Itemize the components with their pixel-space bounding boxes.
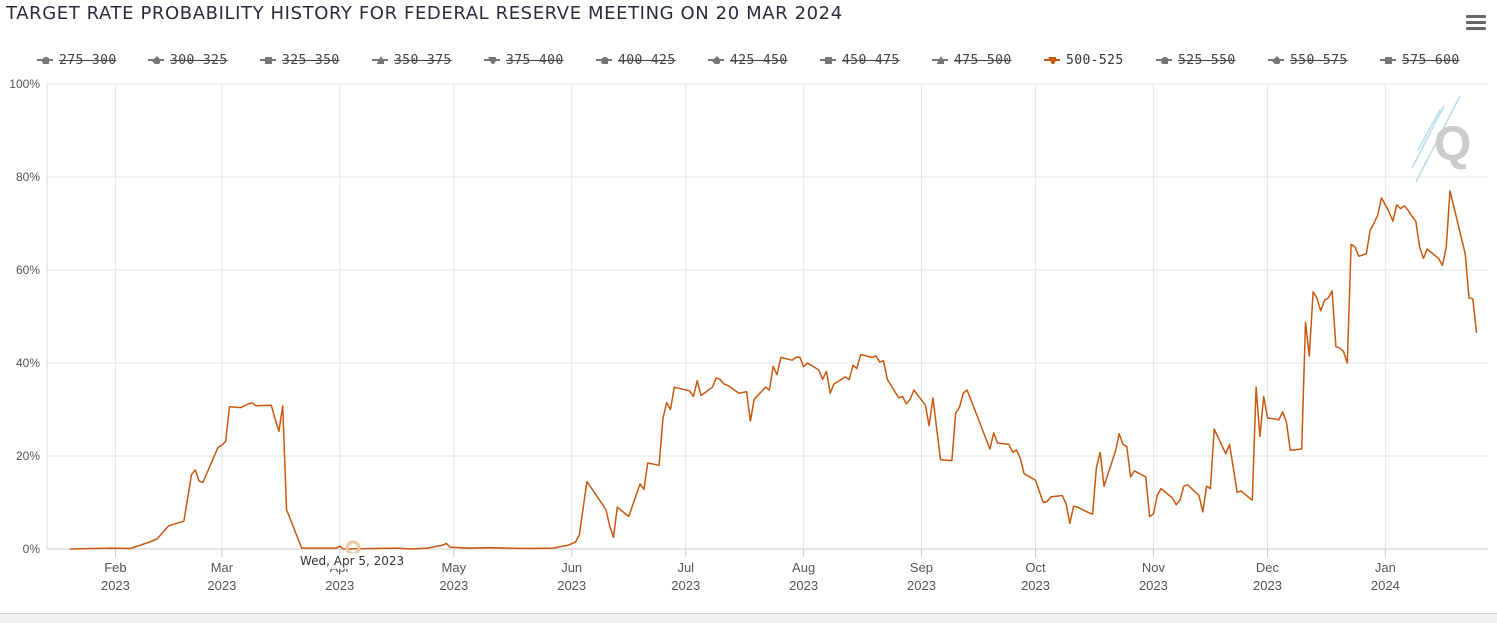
- diamond-marker-icon: [712, 56, 720, 64]
- y-tick-label: 80%: [16, 170, 40, 184]
- legend-label: 400-425: [618, 52, 676, 68]
- tooltip-date: Wed, Apr 5, 2023: [296, 553, 409, 569]
- x-tick-year: 2023: [1021, 578, 1050, 593]
- x-tick-month: Dec: [1256, 560, 1280, 575]
- legend-label: 425-450: [730, 52, 788, 68]
- svg-text:Q: Q: [1434, 118, 1471, 171]
- legend-label: 300-325: [170, 52, 228, 68]
- x-tick-year: 2023: [1253, 578, 1282, 593]
- x-tick-year: 2023: [789, 578, 818, 593]
- legend-item-300-325[interactable]: 300-325: [148, 49, 228, 71]
- legend-item-575-600[interactable]: 575-600: [1380, 49, 1460, 71]
- x-tick-year: 2023: [557, 578, 586, 593]
- x-tick-month: Jan: [1375, 560, 1396, 575]
- x-tick-month: Oct: [1025, 560, 1046, 575]
- legend-item-550-575[interactable]: 550-575: [1268, 49, 1348, 71]
- triangle-down-marker-icon: [1048, 57, 1056, 64]
- y-tick-label: 40%: [16, 356, 40, 370]
- legend-label: 450-475: [842, 52, 900, 68]
- legend-item-375-400[interactable]: 375-400: [484, 49, 564, 71]
- legend-label: 550-575: [1290, 52, 1348, 68]
- x-tick-month: Jun: [561, 560, 582, 575]
- q-logo-watermark: Q: [1411, 95, 1471, 183]
- circle-marker-icon: [42, 57, 49, 64]
- legend-item-450-475[interactable]: 450-475: [820, 49, 900, 71]
- x-tick-month: Aug: [792, 560, 815, 575]
- series-line-500-525[interactable]: [69, 190, 1478, 550]
- x-tick-year: 2023: [325, 578, 354, 593]
- legend-item-525-550[interactable]: 525-550: [1156, 49, 1236, 71]
- x-tick-month: May: [442, 560, 467, 575]
- x-tick-month: Nov: [1142, 560, 1166, 575]
- triangle-marker-icon: [376, 56, 384, 64]
- diamond-marker-icon: [152, 56, 160, 64]
- y-tick-label: 60%: [16, 263, 40, 277]
- hamburger-menu-icon[interactable]: [1466, 15, 1486, 31]
- legend-label: 525-550: [1178, 52, 1236, 68]
- legend-item-325-350[interactable]: 325-350: [260, 49, 340, 71]
- legend-item-425-450[interactable]: 425-450: [708, 49, 788, 71]
- diamond-marker-icon: [1272, 56, 1280, 64]
- legend-label: 325-350: [282, 52, 340, 68]
- square-marker-icon: [1385, 57, 1392, 64]
- footer-bar: [0, 613, 1497, 623]
- x-tick-month: Sep: [910, 560, 933, 575]
- legend-label: 375-400: [506, 52, 564, 68]
- x-tick-year: 2023: [1139, 578, 1168, 593]
- legend-label: 350-375: [394, 52, 452, 68]
- legend-item-475-500[interactable]: 475-500: [932, 49, 1012, 71]
- x-tick-month: Mar: [211, 560, 234, 575]
- x-tick-year: 2023: [101, 578, 130, 593]
- x-tick-year: 2023: [439, 578, 468, 593]
- x-tick-month: Feb: [104, 560, 126, 575]
- legend-label: 500-525: [1066, 52, 1124, 68]
- legend-item-500-525[interactable]: 500-525: [1044, 49, 1124, 71]
- legend-label: 275-300: [59, 52, 117, 68]
- chart-title: TARGET RATE PROBABILITY HISTORY FOR FEDE…: [6, 3, 843, 24]
- y-tick-label: 20%: [16, 449, 40, 463]
- square-marker-icon: [825, 57, 832, 64]
- square-marker-icon: [265, 57, 272, 64]
- x-tick-year: 2024: [1371, 578, 1400, 593]
- triangle-marker-icon: [936, 56, 944, 64]
- y-tick-label: 0%: [23, 542, 41, 556]
- y-tick-label: 100%: [9, 77, 40, 91]
- x-tick-month: Jul: [677, 560, 694, 575]
- legend-label: 575-600: [1402, 52, 1460, 68]
- x-tick-year: 2023: [207, 578, 236, 593]
- x-tick-year: 2023: [907, 578, 936, 593]
- triangle-down-marker-icon: [488, 57, 496, 64]
- x-tick-year: 2023: [671, 578, 700, 593]
- legend-item-400-425[interactable]: 400-425: [596, 49, 676, 71]
- legend-item-350-375[interactable]: 350-375: [372, 49, 452, 71]
- legend-item-275-300[interactable]: 275-300: [37, 49, 117, 71]
- legend-label: 475-500: [954, 52, 1012, 68]
- circle-marker-icon: [1161, 57, 1168, 64]
- circle-marker-icon: [601, 57, 608, 64]
